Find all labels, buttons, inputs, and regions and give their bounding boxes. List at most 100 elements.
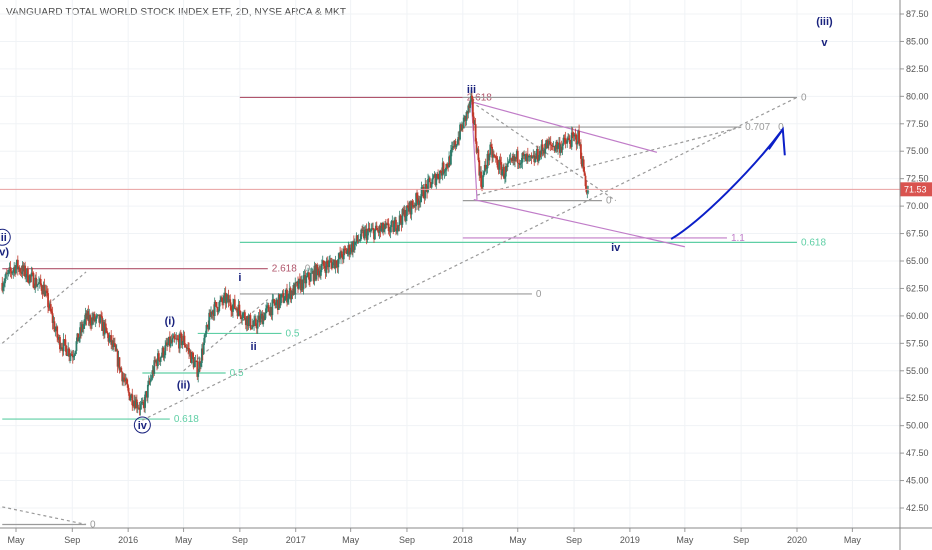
candle-body [56,326,59,338]
candle-body [74,350,77,355]
candle-body [150,378,153,380]
candle-body [179,333,182,335]
candle-body [295,282,298,284]
candle-body [181,341,184,346]
trendline [471,101,617,202]
candle-body [533,155,536,163]
candle-body [66,355,69,357]
candle-body [105,328,108,333]
candle-body [103,323,106,335]
fib-level-label: 0 [90,519,96,530]
candle-body [454,141,457,148]
candle-body [87,311,90,322]
candle-body [139,404,142,410]
candle-body [25,276,27,278]
candle-body [48,307,50,309]
candle-body [371,228,374,230]
candle-body [518,163,521,166]
candle-body [384,223,386,230]
candle-body [163,355,166,358]
candle-body [485,168,488,169]
candle-body [117,357,120,367]
candle-body [458,137,461,140]
candle-body [379,225,382,232]
candle-body [373,228,375,240]
candle-body [323,265,326,269]
candle-body [453,141,456,147]
candle-body [187,347,190,349]
x-tick-label: Sep [399,535,415,545]
wave-label: (iii) [816,16,833,28]
candle-body [172,335,175,338]
candle-body [8,267,11,271]
candle-body [301,279,304,290]
candle-body [262,315,265,325]
candle-body [525,154,527,162]
candle-body [452,146,455,147]
candle-body [174,338,177,340]
candle-body [2,286,5,291]
candle-body [579,144,581,146]
candle-body [477,149,480,161]
wave-label-circle [133,416,151,434]
candle-body [124,378,127,382]
candle-body [119,367,122,371]
candle-body [10,271,13,274]
forecast-arrowhead [767,126,786,156]
candle-body [185,346,188,348]
candle-body [234,308,237,310]
candle-body [407,207,410,212]
candle-body [128,392,131,401]
x-tick-label: Sep [733,535,749,545]
candle-body [435,178,438,186]
candle-body [368,228,371,232]
candle-body [217,310,220,313]
candle-body [23,265,26,272]
y-tick-label: 52.50 [906,393,929,403]
candle-body [279,297,282,306]
candle-body [582,159,585,172]
candle-body [251,325,254,329]
candle-body [318,270,320,276]
candle-body [344,248,347,250]
candle-body [330,262,333,269]
candle-body [30,272,33,277]
candle-body [277,294,280,310]
candle-body [89,315,92,324]
candle-body [28,275,31,283]
x-tick-label: 2018 [453,535,473,545]
candle-body [62,339,65,352]
candle-body [43,284,46,297]
candle-body [497,167,500,170]
candle-body [134,401,136,409]
candle-body [322,260,325,266]
candle-body [350,244,353,252]
candle-body [276,299,278,303]
candle-body [482,175,484,188]
candle-body [536,149,539,162]
candle-body [169,339,172,347]
x-tick-label: May [175,535,193,545]
candle-body [265,308,267,314]
trendline [183,298,269,372]
y-tick-label: 65.00 [906,256,929,266]
candle-body [82,324,85,329]
candle-body [228,299,231,303]
candle-body [252,325,255,327]
candle-body [395,230,398,232]
candle-body [471,98,474,117]
candle-body [27,268,29,283]
candle-body [222,295,225,303]
candle-body [480,171,483,187]
candle-body [173,335,176,339]
candle-body [515,150,518,159]
candle-body [479,171,482,176]
candle-body [216,307,219,313]
channel-lower [473,198,685,248]
candle-body [349,251,352,255]
candle-body [538,151,541,160]
candle-body [269,307,272,316]
candle-body [545,140,548,149]
